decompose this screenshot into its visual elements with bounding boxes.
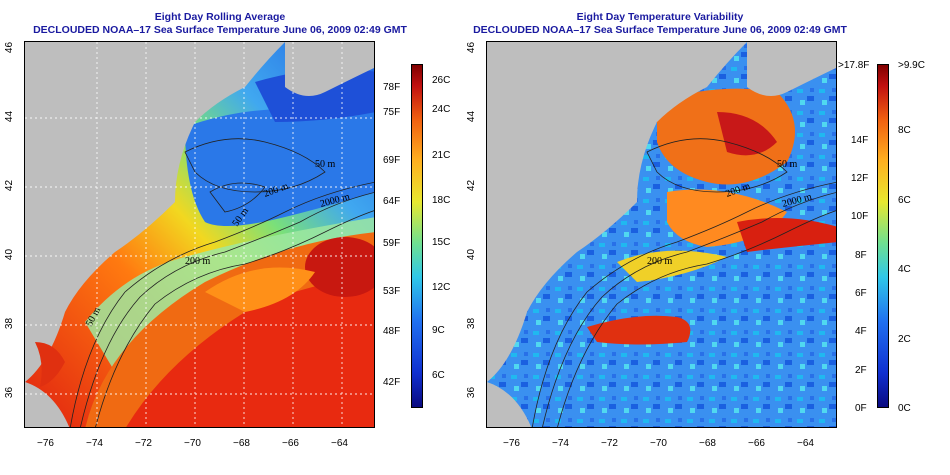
right-cbar-f-14: 14F <box>851 135 869 146</box>
right-cbar-c-8: 8C <box>898 125 911 136</box>
right-cbar-f-6: 6F <box>855 288 867 299</box>
left-cbar-f-64: 64F <box>383 196 401 207</box>
right-lon-tick-74: −74 <box>552 438 569 449</box>
left-sst-map: 50 m 200 m 2000 m 200 m 50 m 50 m <box>24 41 375 428</box>
right-cbar-f-max: >17.8F <box>838 60 870 71</box>
left-cbar-c-12: 12C <box>432 282 451 293</box>
right-lat-tick-44: 44 <box>466 110 478 123</box>
left-lat-tick-38: 38 <box>4 317 16 330</box>
left-map-subtitle: DECLOUDED NOAA–17 Sea Surface Temperatur… <box>33 24 407 36</box>
left-lat-tick-46: 46 <box>4 41 16 54</box>
right-cbar-f-4: 4F <box>855 326 867 337</box>
coastal-warm-water <box>35 342 65 387</box>
variability-eddy-streak <box>587 315 691 345</box>
land-mainland <box>25 42 285 382</box>
contour-label-200m-a: 200 m <box>185 256 211 267</box>
left-cbar-f-48: 48F <box>383 326 401 337</box>
left-cbar-c-24: 24C <box>432 104 451 115</box>
right-map-subtitle: DECLOUDED NOAA–17 Sea Surface Temperatur… <box>473 24 847 36</box>
left-cbar-f-78: 78F <box>383 82 401 93</box>
bathymetry-contours <box>69 138 374 427</box>
right-lon-tick-70: −70 <box>650 438 667 449</box>
right-map-title: Eight Day Temperature Variability <box>576 11 744 23</box>
left-cbar-c-15: 15C <box>432 237 451 248</box>
land-nova-scotia <box>285 42 374 96</box>
right-cbar-f-8: 8F <box>855 250 867 261</box>
right-cbar-c-2: 2C <box>898 334 911 345</box>
right-cbar-f-10: 10F <box>851 211 869 222</box>
left-cbar-c-21: 21C <box>432 150 451 161</box>
variability-peak-north <box>717 112 777 156</box>
right-lon-tick-66: −66 <box>748 438 765 449</box>
right-colorbar <box>877 64 889 408</box>
left-colorbar <box>411 64 423 408</box>
left-map-canvas: 50 m 200 m 2000 m 200 m 50 m 50 m <box>25 42 374 427</box>
right-cbar-c-4: 4C <box>898 264 911 275</box>
left-lon-tick-74: −74 <box>86 438 103 449</box>
left-lon-tick-66: −66 <box>282 438 299 449</box>
left-lon-tick-64: −64 <box>331 438 348 449</box>
right-cbar-c-6: 6C <box>898 195 911 206</box>
left-cbar-f-75: 75F <box>383 107 401 118</box>
bathymetry-contours-right <box>531 138 836 427</box>
left-cbar-c-6: 6C <box>432 370 445 381</box>
variability-mid <box>617 250 727 282</box>
left-lat-tick-42: 42 <box>4 179 16 192</box>
right-cbar-c-max: >9.9C <box>898 60 925 71</box>
left-lat-tick-36: 36 <box>4 386 16 399</box>
left-cbar-f-59: 59F <box>383 238 401 249</box>
warm-core-water <box>126 277 374 427</box>
left-lon-tick-72: −72 <box>135 438 152 449</box>
land-south-right <box>487 382 532 427</box>
right-cbar-c-0: 0C <box>898 403 911 414</box>
left-cbar-c-26: 26C <box>432 75 451 86</box>
contour-label-200m-right-a: 200 m <box>647 256 673 267</box>
left-cbar-c-9: 9C <box>432 325 445 336</box>
right-lat-tick-42: 42 <box>466 179 478 192</box>
right-lon-tick-64: −64 <box>797 438 814 449</box>
right-lon-tick-76: −76 <box>503 438 520 449</box>
left-lat-tick-44: 44 <box>4 110 16 123</box>
right-lat-tick-40: 40 <box>466 248 478 261</box>
right-lon-tick-68: −68 <box>699 438 716 449</box>
left-cbar-f-69: 69F <box>383 155 401 166</box>
right-lat-tick-36: 36 <box>466 386 478 399</box>
right-variability-map: 200 m 2000 m 200 m 50 m <box>486 41 837 428</box>
land-south <box>25 382 70 427</box>
warm-eddy <box>305 237 374 297</box>
graticule <box>25 42 374 427</box>
left-cbar-c-18: 18C <box>432 195 451 206</box>
left-cbar-f-42: 42F <box>383 377 401 388</box>
left-cbar-f-53: 53F <box>383 286 401 297</box>
right-cbar-f-2: 2F <box>855 365 867 376</box>
left-lon-tick-76: −76 <box>37 438 54 449</box>
left-lon-tick-68: −68 <box>233 438 250 449</box>
left-lon-tick-70: −70 <box>184 438 201 449</box>
left-lat-tick-40: 40 <box>4 248 16 261</box>
right-lat-tick-46: 46 <box>466 41 478 54</box>
right-lat-tick-38: 38 <box>466 317 478 330</box>
left-map-title: Eight Day Rolling Average <box>154 11 286 23</box>
land-mainland-right <box>487 42 747 382</box>
right-cbar-f-12: 12F <box>851 173 869 184</box>
contour-label-50m-b: 50 m <box>315 159 336 170</box>
contour-label-50m-right: 50 m <box>777 159 798 170</box>
right-map-canvas: 200 m 2000 m 200 m 50 m <box>487 42 836 427</box>
land-nova-scotia-right <box>747 42 836 96</box>
right-lon-tick-72: −72 <box>601 438 618 449</box>
right-cbar-f-0: 0F <box>855 403 867 414</box>
warm-filament <box>205 267 315 312</box>
